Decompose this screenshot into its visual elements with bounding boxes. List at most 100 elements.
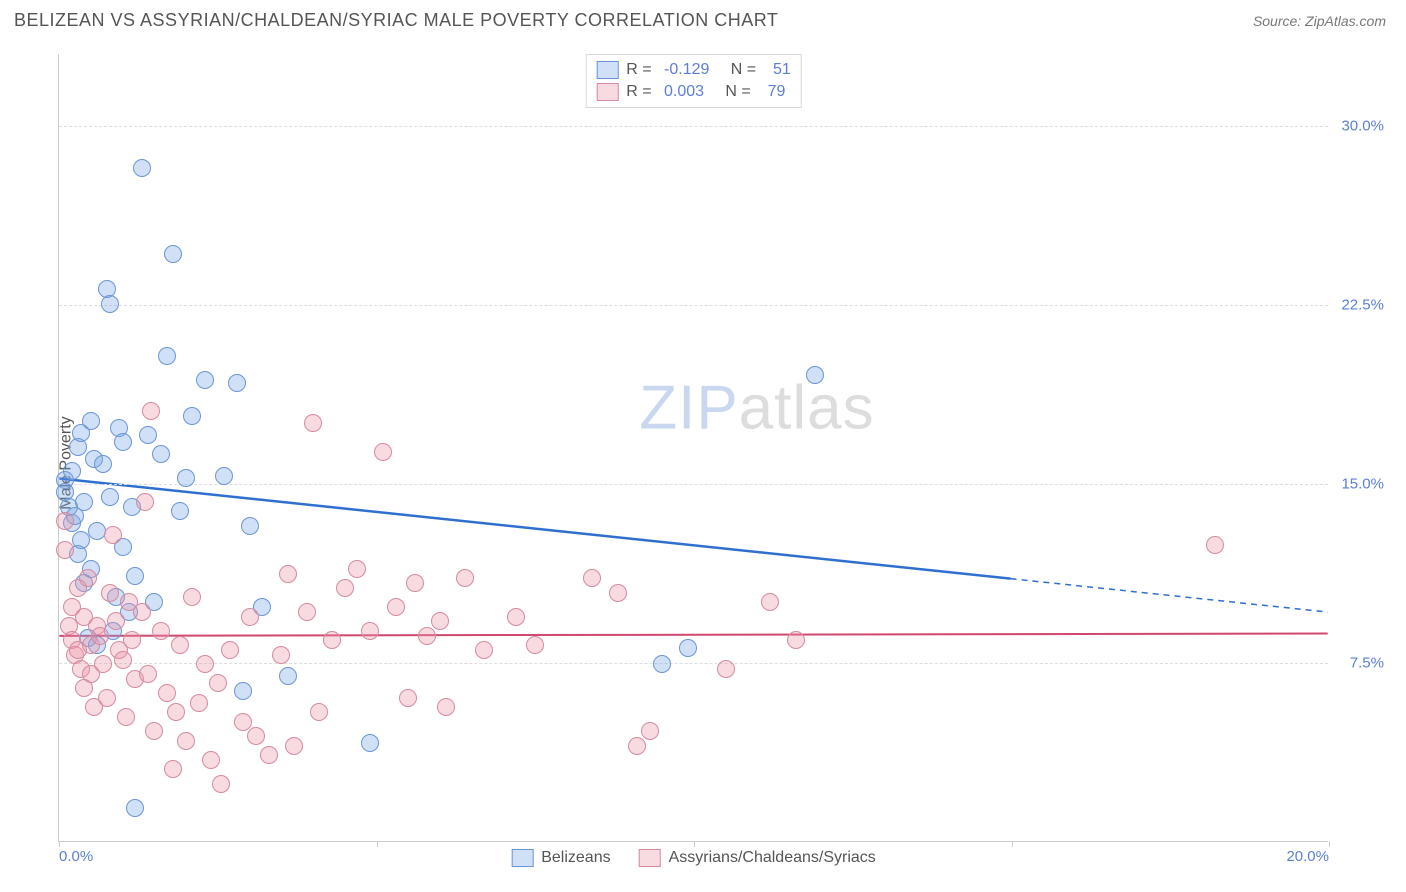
data-point — [323, 631, 341, 649]
data-point — [98, 689, 116, 707]
data-point — [133, 603, 151, 621]
xtick-label: 0.0% — [59, 848, 93, 865]
gridline-h — [59, 663, 1328, 664]
data-point — [183, 588, 201, 606]
data-point — [171, 502, 189, 520]
data-point — [212, 775, 230, 793]
data-point — [104, 526, 122, 544]
plot-area: ZIPatlas R = -0.129 N = 51R = 0.003 N = … — [58, 54, 1328, 842]
correlation-legend: R = -0.129 N = 51R = 0.003 N = 79 — [585, 54, 802, 108]
legend-series-item: Belizeans — [511, 849, 610, 867]
data-point — [241, 517, 259, 535]
data-point — [717, 660, 735, 678]
data-point — [114, 651, 132, 669]
data-point — [126, 567, 144, 585]
data-point — [190, 694, 208, 712]
xtick-label: 20.0% — [1286, 848, 1329, 865]
data-point — [72, 531, 90, 549]
data-point — [91, 627, 109, 645]
data-point — [374, 443, 392, 461]
data-point — [63, 462, 81, 480]
data-point — [183, 407, 201, 425]
data-point — [126, 799, 144, 817]
data-point — [82, 412, 100, 430]
data-point — [158, 684, 176, 702]
ytick-label: 15.0% — [1341, 475, 1384, 492]
legend-r-value: -0.129 — [664, 61, 709, 79]
data-point — [507, 608, 525, 626]
legend-n-label: N = — [712, 83, 755, 101]
xtick-mark — [1012, 841, 1013, 847]
data-point — [285, 737, 303, 755]
xtick-mark — [694, 841, 695, 847]
data-point — [117, 708, 135, 726]
data-point — [101, 295, 119, 313]
data-point — [177, 732, 195, 750]
gridline-h — [59, 126, 1328, 127]
data-point — [241, 608, 259, 626]
chart-container: Male Poverty ZIPatlas R = -0.129 N = 51R… — [14, 44, 1392, 882]
xtick-mark — [1329, 841, 1330, 847]
data-point — [348, 560, 366, 578]
data-point — [139, 426, 157, 444]
data-point — [167, 703, 185, 721]
legend-r-value: 0.003 — [664, 83, 704, 101]
ytick-label: 7.5% — [1350, 654, 1384, 671]
data-point — [56, 541, 74, 559]
data-point — [56, 512, 74, 530]
data-point — [164, 245, 182, 263]
data-point — [114, 433, 132, 451]
data-point — [145, 722, 163, 740]
data-point — [679, 639, 697, 657]
data-point — [361, 622, 379, 640]
xtick-mark — [377, 841, 378, 847]
data-point — [196, 371, 214, 389]
data-point — [94, 655, 112, 673]
legend-r-label: R = — [626, 83, 656, 101]
legend-correlation-row: R = -0.129 N = 51 — [596, 59, 791, 81]
data-point — [164, 760, 182, 778]
data-point — [221, 641, 239, 659]
data-point — [101, 488, 119, 506]
data-point — [196, 655, 214, 673]
source-prefix: Source: — [1253, 13, 1305, 29]
series-legend: Belizeans Assyrians/Chaldeans/Syriacs — [511, 849, 876, 867]
data-point — [456, 569, 474, 587]
data-point — [94, 455, 112, 473]
data-point — [228, 374, 246, 392]
data-point — [310, 703, 328, 721]
data-point — [260, 746, 278, 764]
data-point — [209, 674, 227, 692]
data-point — [133, 159, 151, 177]
data-point — [336, 579, 354, 597]
data-point — [75, 493, 93, 511]
data-point — [304, 414, 322, 432]
legend-series-label: Belizeans — [541, 849, 610, 867]
data-point — [279, 565, 297, 583]
gridline-h — [59, 305, 1328, 306]
data-point — [361, 734, 379, 752]
data-point — [1206, 536, 1224, 554]
data-point — [431, 612, 449, 630]
legend-swatch — [639, 849, 661, 867]
data-point — [152, 622, 170, 640]
data-point — [787, 631, 805, 649]
data-point — [139, 665, 157, 683]
legend-n-label: N = — [717, 61, 760, 79]
data-point — [761, 593, 779, 611]
legend-swatch — [511, 849, 533, 867]
data-point — [641, 722, 659, 740]
chart-title: BELIZEAN VS ASSYRIAN/CHALDEAN/SYRIAC MAL… — [14, 10, 778, 31]
legend-r-label: R = — [626, 61, 656, 79]
source-label: Source: ZipAtlas.com — [1253, 13, 1386, 29]
data-point — [806, 366, 824, 384]
data-point — [279, 667, 297, 685]
gridline-h — [59, 484, 1328, 485]
data-point — [177, 469, 195, 487]
legend-swatch — [596, 83, 618, 101]
legend-correlation-row: R = 0.003 N = 79 — [596, 81, 791, 103]
source-value: ZipAtlas.com — [1305, 13, 1386, 29]
data-point — [609, 584, 627, 602]
legend-series-item: Assyrians/Chaldeans/Syriacs — [639, 849, 876, 867]
data-point — [653, 655, 671, 673]
